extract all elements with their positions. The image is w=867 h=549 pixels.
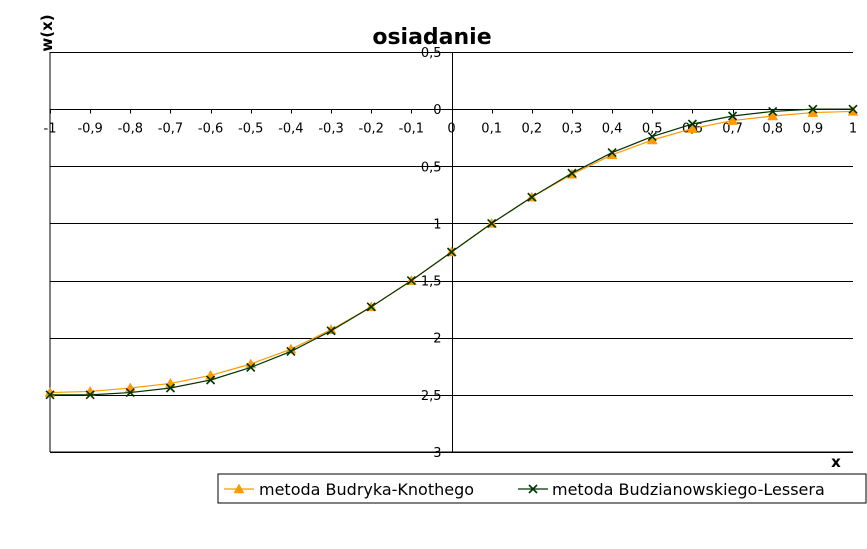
y-tick-labels: 0,5 0 0,5 1 1,5 2 2,5 3 (421, 46, 442, 461)
data-point-x (487, 218, 497, 228)
data-point-triangle (686, 123, 698, 133)
x-tick-label: -0,2 (359, 122, 384, 137)
data-point-x (768, 106, 778, 116)
data-point-x (125, 388, 135, 398)
x-tick-label: -0,9 (77, 122, 102, 137)
chart-title: osiadanie (372, 25, 491, 50)
x-tick-label: -0,7 (158, 122, 183, 137)
x-tick-label: 0,5 (642, 122, 663, 137)
x-axis-title: x (831, 453, 841, 471)
x-tick-label: -0,4 (278, 122, 303, 137)
y-tick-label: 2 (433, 332, 441, 347)
legend-marker-x (528, 484, 538, 494)
x-tick-labels: -1 -0,9 -0,8 -0,7 -0,6 -0,5 -0,4 -0,3 -0,2 -0,1 0 0… (44, 122, 858, 137)
data-point-x (206, 375, 216, 385)
x-tick-label: 0 (447, 122, 455, 137)
x-tick-label: -0,3 (318, 122, 343, 137)
x-tick-label: 1 (849, 122, 857, 137)
x-tick-label: -0,5 (238, 122, 263, 137)
data-point-x (165, 383, 176, 393)
x-tick-label: -0,6 (198, 122, 223, 137)
data-point-x (727, 111, 738, 121)
data-point-x (567, 168, 577, 178)
series-layer (44, 104, 859, 400)
y-tick-label: 0 (433, 103, 441, 118)
y-tick-label: 1 (433, 217, 441, 232)
legend-item-1: metoda Budryka-Knothego (224, 480, 474, 499)
data-point-x (366, 302, 376, 312)
data-point-x (808, 104, 818, 114)
data-point-x (85, 390, 95, 400)
data-point-x (848, 104, 858, 114)
y-tick-label: 2,5 (421, 389, 442, 404)
data-point-x (607, 148, 617, 158)
y-tick-label: 0,5 (421, 46, 442, 61)
x-tick-label: 0,3 (562, 122, 583, 137)
x-tick-label: 0,2 (521, 122, 542, 137)
data-point-x (687, 119, 697, 129)
x-tick-label: -1 (44, 122, 57, 137)
series-2 (45, 104, 858, 400)
data-point-x (446, 247, 457, 257)
legend-item-2: metoda Budzianowskiego-Lessera (518, 480, 825, 499)
x-tick-label: 0,9 (803, 122, 824, 137)
data-point-x (647, 132, 657, 142)
data-point-x (45, 390, 55, 400)
y-tick-label: 3 (433, 446, 441, 461)
y-tick-label: 0,5 (421, 160, 442, 175)
data-point-x (527, 192, 537, 202)
data-point-triangle (727, 115, 738, 125)
data-point-x (326, 326, 336, 336)
legend: metoda Budryka-Knothego metoda Budzianows… (217, 473, 867, 504)
legend-marker-triangle (233, 483, 245, 494)
data-point-x (286, 346, 296, 356)
x-tick-label: 0,8 (762, 122, 783, 137)
y-axis-title: w(x) (38, 14, 56, 51)
data-point-triangle (767, 110, 779, 121)
x-tick-label: -0,1 (399, 122, 424, 137)
data-point-x (406, 276, 416, 286)
x-tick-label: 0,4 (602, 122, 623, 137)
x-tick-label: 0,7 (722, 122, 743, 137)
y-tick-label: 1,5 (421, 275, 442, 290)
x-tick-label: -0,8 (118, 122, 143, 137)
legend-label: metoda Budryka-Knothego (259, 480, 474, 499)
legend-label: metoda Budzianowskiego-Lessera (552, 480, 825, 499)
x-tick-label: 0,1 (481, 122, 502, 137)
data-point-x (246, 362, 256, 372)
